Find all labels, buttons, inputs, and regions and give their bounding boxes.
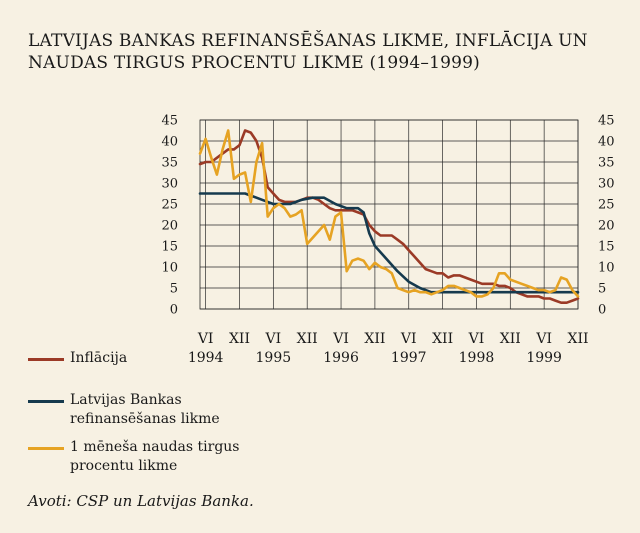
y-tick-label-right: 30 bbox=[598, 177, 615, 192]
y-tick-label-left: 20 bbox=[161, 219, 178, 234]
x-year-label: 1996 bbox=[323, 350, 359, 366]
legend-label-inflation: Inflācija bbox=[70, 350, 128, 366]
x-year-label: 1997 bbox=[391, 350, 427, 366]
x-year-label: 1995 bbox=[256, 350, 292, 366]
y-tick-label-left: 30 bbox=[161, 177, 178, 192]
y-tick-label-right: 10 bbox=[598, 261, 615, 276]
y-tick-label-right: 0 bbox=[598, 303, 606, 318]
chart-title: LATVIJAS BANKAS REFINANSĒŠANAS LIKME, IN… bbox=[28, 30, 608, 74]
source-note: Avoti: CSP un Latvijas Banka. bbox=[28, 492, 254, 510]
y-tick-label-left: 5 bbox=[170, 282, 178, 297]
legend-label-refinancing-rate-line-2: refinansēšanas likme bbox=[70, 411, 220, 427]
legend-swatch-money-market-rate bbox=[28, 447, 64, 450]
series-line-inflation bbox=[198, 129, 580, 304]
legend-label-refinancing-rate-line-1: Latvijas Bankas bbox=[70, 392, 182, 408]
legend-swatch-inflation bbox=[28, 358, 64, 361]
series-line-money-market-rate bbox=[198, 129, 580, 298]
y-tick-label-right: 25 bbox=[598, 198, 615, 213]
y-tick-label-left: 0 bbox=[170, 303, 178, 318]
y-tick-label-left: 25 bbox=[161, 198, 178, 213]
y-tick-label-right: 35 bbox=[598, 156, 615, 171]
y-tick-label-left: 35 bbox=[161, 156, 178, 171]
legend-label-money-market-rate-line-1: 1 mēneša naudas tirgus bbox=[70, 439, 240, 455]
legend-swatch-refinancing-rate bbox=[28, 400, 64, 403]
x-tick-label: XII bbox=[567, 331, 588, 347]
x-tick-label: VI bbox=[400, 331, 417, 347]
x-tick-label: VI bbox=[535, 331, 552, 347]
y-tick-label-right: 20 bbox=[598, 219, 615, 234]
x-year-label: 1999 bbox=[526, 350, 562, 366]
x-tick-label: VI bbox=[265, 331, 282, 347]
chart-title-line-1: LATVIJAS BANKAS REFINANSĒŠANAS LIKME, IN… bbox=[28, 31, 588, 51]
chart-title-line-2: NAUDAS TIRGUS PROCENTU LIKME (1994–1999) bbox=[28, 53, 481, 73]
plot-frame bbox=[199, 119, 579, 310]
y-tick-label-left: 15 bbox=[161, 240, 178, 255]
x-tick-label: XII bbox=[364, 331, 385, 347]
series-line-refinancing-rate bbox=[198, 192, 580, 294]
legend-label-money-market-rate-line-2: procentu likme bbox=[70, 458, 178, 474]
y-tick-label-left: 45 bbox=[161, 114, 178, 129]
y-tick-label-right: 5 bbox=[598, 282, 606, 297]
x-year-label: 1994 bbox=[188, 350, 224, 366]
x-tick-label: VI bbox=[468, 331, 485, 347]
x-tick-label: XII bbox=[432, 331, 453, 347]
y-tick-label-left: 40 bbox=[161, 135, 178, 150]
y-tick-label-right: 40 bbox=[598, 135, 615, 150]
x-tick-label: XII bbox=[297, 331, 318, 347]
x-tick-label: XII bbox=[500, 331, 521, 347]
y-tick-label-right: 15 bbox=[598, 240, 615, 255]
x-tick-label: XII bbox=[229, 331, 250, 347]
x-tick-label: VI bbox=[197, 331, 214, 347]
y-tick-label-left: 10 bbox=[161, 261, 178, 276]
y-tick-label-right: 45 bbox=[598, 114, 615, 129]
x-year-label: 1998 bbox=[459, 350, 495, 366]
x-tick-label: VI bbox=[332, 331, 349, 347]
